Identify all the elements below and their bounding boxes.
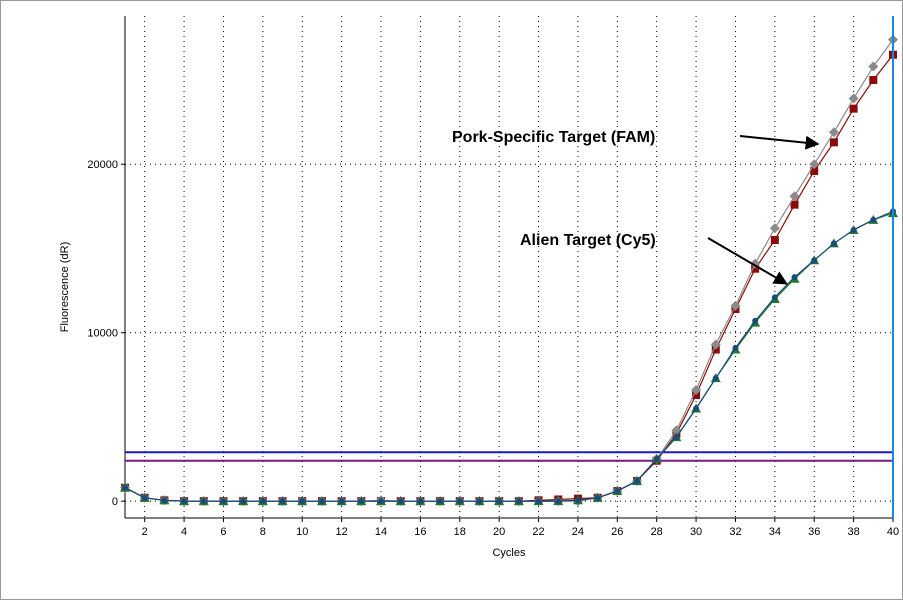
data-point [397,498,404,505]
data-point [220,498,227,505]
data-point [476,498,483,505]
data-point [417,498,424,505]
x-tick-label: 2 [142,526,148,538]
data-point [338,498,345,505]
data-point [141,494,148,501]
data-point [240,498,247,505]
x-tick-label: 26 [611,526,623,538]
data-point [692,391,701,400]
data-point [712,375,719,382]
data-point [732,344,739,351]
data-point [299,498,306,505]
data-point [181,498,188,505]
x-tick-label: 14 [375,526,387,538]
annotation-arrow [707,237,788,285]
series-1 [121,50,897,506]
y-tick-label: 0 [112,496,118,508]
series-2 [120,34,898,507]
data-point [653,456,660,463]
data-point [634,477,640,484]
y-axis-label: Fluorescence (dR) [59,242,71,332]
data-point [555,498,562,505]
data-point [789,191,800,202]
data-point [849,104,858,113]
x-tick-label: 8 [260,526,266,538]
data-point [811,257,818,264]
x-tick-label: 6 [220,526,226,538]
data-point [829,138,838,147]
data-point [594,494,601,501]
data-point [730,300,741,311]
series-line [124,39,894,502]
data-point [828,127,839,138]
x-tick-label: 10 [296,526,308,538]
data-point [691,384,702,395]
data-point [710,339,721,350]
data-point [437,498,444,505]
data-point [515,498,522,505]
data-point [870,216,877,223]
x-tick-label: 34 [769,526,781,538]
x-tick-label: 12 [335,526,347,538]
x-tick-label: 36 [808,526,820,538]
data-point [673,434,680,441]
data-point [693,405,700,412]
x-tick-label: 18 [454,526,466,538]
data-point [791,274,798,281]
x-tick-label: 40 [887,526,899,538]
x-tick-label: 16 [414,526,426,538]
data-point [496,498,503,505]
data-point [279,498,286,505]
data-point [378,498,384,505]
data-point [711,345,720,354]
data-point [318,498,325,505]
x-tick-label: 22 [532,526,544,538]
y-tick-label: 10000 [87,328,118,340]
data-point [122,484,128,491]
data-point [259,498,266,505]
data-point [869,76,878,85]
data-point [810,166,819,175]
data-point [771,294,778,301]
y-tick-label: 20000 [87,159,118,171]
x-tick-label: 30 [690,526,702,538]
x-tick-label: 28 [651,526,663,538]
data-point [848,93,859,104]
x-tick-label: 38 [847,526,859,538]
data-point [769,223,780,234]
x-axis-label: Cycles [492,547,526,559]
data-point [161,497,168,504]
x-tick-label: 32 [729,526,741,538]
data-point [200,498,207,505]
data-point [535,498,542,505]
data-point [751,264,760,273]
series-4 [122,208,896,505]
x-tick-label: 20 [493,526,505,538]
data-point [358,498,365,505]
data-point [574,497,581,504]
x-tick-label: 24 [572,526,584,538]
data-point [770,236,779,245]
data-point [850,226,857,233]
data-point [456,498,463,505]
data-point [868,61,879,72]
x-tick-label: 4 [181,526,187,538]
annotation-label: Alien Target (Cy5) [520,232,656,249]
series-line [124,212,894,502]
annotation-arrow [739,135,820,150]
data-point [809,159,820,170]
data-point [790,200,799,209]
annotation-label: Pork-Specific Target (FAM) [452,129,655,146]
data-point [830,240,837,247]
series-line [124,210,894,502]
data-point [752,317,759,324]
data-point [614,488,621,495]
